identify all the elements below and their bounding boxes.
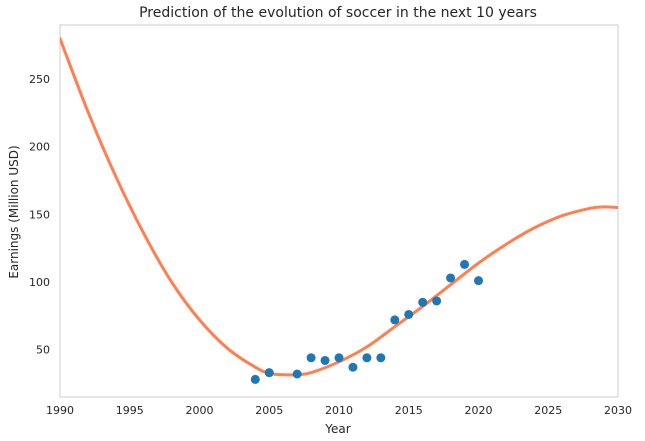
data-point <box>446 273 456 283</box>
x-tick-label: 2025 <box>534 404 562 417</box>
data-point <box>404 309 414 319</box>
y-tick-label: 100 <box>29 276 50 289</box>
chart-title: Prediction of the evolution of soccer in… <box>139 5 537 21</box>
data-point <box>432 296 442 306</box>
x-axis-label: Year <box>324 422 350 436</box>
data-point <box>334 353 344 363</box>
fit-line <box>60 37 618 377</box>
x-tick-label: 1990 <box>46 404 74 417</box>
data-point <box>306 353 316 363</box>
data-point <box>460 259 470 269</box>
data-point <box>348 362 358 372</box>
x-axis-ticks: 1990 1995 2000 2005 2010 2015 2020 2025 2030 <box>46 404 632 417</box>
data-points <box>250 259 483 384</box>
y-axis-ticks: 50 100 150 200 250 <box>29 73 50 357</box>
data-point <box>474 276 483 286</box>
data-point <box>264 368 274 378</box>
y-tick-label: 50 <box>36 344 50 357</box>
data-point <box>250 374 260 384</box>
plot-area <box>60 37 618 384</box>
x-tick-label: 2015 <box>395 404 423 417</box>
x-tick-label: 2000 <box>186 404 214 417</box>
x-tick-label: 1995 <box>116 404 144 417</box>
y-axis-label: Earnings (Million USD) <box>7 145 21 278</box>
plot-frame <box>59 24 619 398</box>
y-tick-label: 150 <box>29 208 50 221</box>
x-tick-label: 2030 <box>604 404 632 417</box>
data-point <box>418 297 428 307</box>
x-tick-label: 2010 <box>325 404 353 417</box>
data-point <box>376 353 386 363</box>
data-point <box>292 369 302 379</box>
data-point <box>320 355 330 365</box>
data-point <box>390 315 400 325</box>
x-tick-label: 2005 <box>255 404 283 417</box>
y-tick-label: 200 <box>29 141 50 154</box>
x-tick-label: 2020 <box>465 404 493 417</box>
y-tick-label: 250 <box>29 73 50 86</box>
data-point <box>362 353 372 363</box>
